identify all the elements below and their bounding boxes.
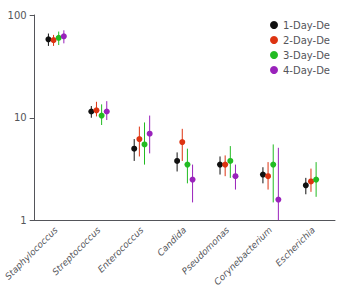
svg-text:1: 1 [20,215,26,226]
svg-text:2-Day-De: 2-Day-De [283,35,330,46]
svg-text:Staphylococcus: Staphylococcus [3,225,60,282]
svg-text:3-Day-De: 3-Day-De [283,50,330,61]
svg-text:Corynebacterium: Corynebacterium [212,225,274,287]
svg-text:Enterococcus: Enterococcus [96,225,146,275]
svg-text:Pseudomonas: Pseudomonas [179,225,232,277]
svg-text:Streptococcus: Streptococcus [50,225,102,277]
svg-text:Escherichia: Escherichia [274,225,317,268]
svg-text:Candida: Candida [155,225,188,258]
svg-text:100: 100 [8,10,27,21]
svg-text:4-Day-De: 4-Day-De [283,65,330,76]
svg-text:1-Day-De: 1-Day-De [283,20,330,31]
svg-text:10: 10 [14,112,27,123]
